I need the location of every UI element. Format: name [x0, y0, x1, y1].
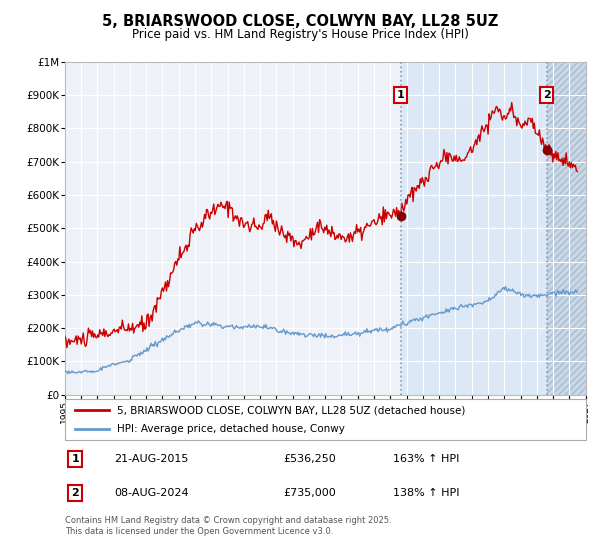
FancyBboxPatch shape — [65, 399, 586, 440]
Bar — [401, 62, 586, 395]
Text: 21-AUG-2015: 21-AUG-2015 — [114, 454, 188, 464]
Text: Price paid vs. HM Land Registry's House Price Index (HPI): Price paid vs. HM Land Registry's House … — [131, 28, 469, 41]
Text: 1: 1 — [397, 90, 404, 100]
Text: 5, BRIARSWOOD CLOSE, COLWYN BAY, LL28 5UZ (detached house): 5, BRIARSWOOD CLOSE, COLWYN BAY, LL28 5U… — [117, 405, 465, 415]
Text: 138% ↑ HPI: 138% ↑ HPI — [393, 488, 460, 498]
Text: £735,000: £735,000 — [284, 488, 336, 498]
Text: 2: 2 — [543, 90, 551, 100]
Text: £536,250: £536,250 — [284, 454, 336, 464]
Bar — [547, 62, 586, 395]
Text: 5, BRIARSWOOD CLOSE, COLWYN BAY, LL28 5UZ: 5, BRIARSWOOD CLOSE, COLWYN BAY, LL28 5U… — [102, 14, 498, 29]
Text: 163% ↑ HPI: 163% ↑ HPI — [393, 454, 459, 464]
Text: Contains HM Land Registry data © Crown copyright and database right 2025.
This d: Contains HM Land Registry data © Crown c… — [65, 516, 391, 536]
Text: 2: 2 — [71, 488, 79, 498]
Text: 1: 1 — [71, 454, 79, 464]
Text: HPI: Average price, detached house, Conwy: HPI: Average price, detached house, Conw… — [117, 424, 345, 433]
Text: 08-AUG-2024: 08-AUG-2024 — [114, 488, 189, 498]
